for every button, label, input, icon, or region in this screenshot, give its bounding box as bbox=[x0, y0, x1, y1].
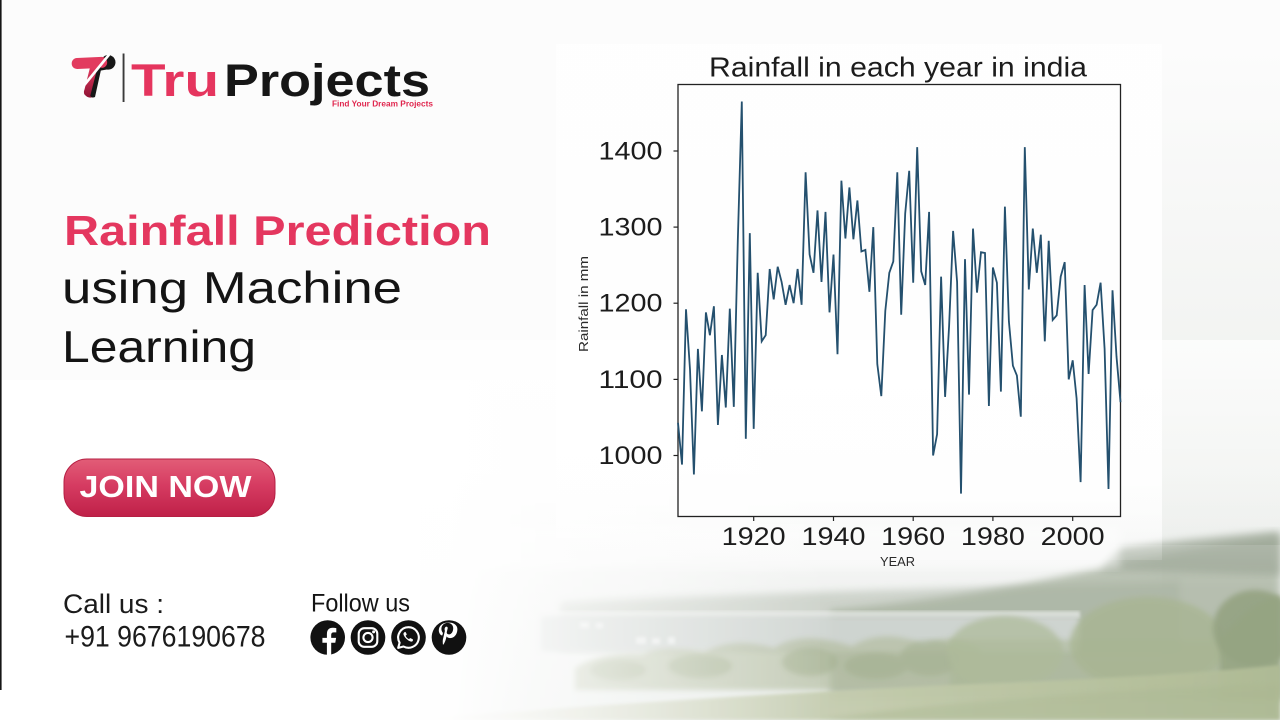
svg-text:1000: 1000 bbox=[599, 442, 663, 470]
svg-text:Call us :: Call us : bbox=[63, 589, 164, 619]
svg-text:YEAR: YEAR bbox=[880, 554, 915, 569]
svg-text:Projects: Projects bbox=[224, 55, 430, 106]
svg-text:Learning: Learning bbox=[62, 323, 256, 372]
svg-text:1200: 1200 bbox=[599, 290, 663, 318]
svg-text:Tru: Tru bbox=[131, 55, 219, 106]
svg-text:Find Your Dream Projects: Find Your Dream Projects bbox=[332, 99, 433, 109]
svg-text:2000: 2000 bbox=[1041, 523, 1105, 551]
svg-text:1300: 1300 bbox=[599, 214, 663, 242]
svg-text:Rainfall in each year in india: Rainfall in each year in india bbox=[709, 52, 1087, 83]
svg-text:Rainfall in mm: Rainfall in mm bbox=[576, 256, 591, 352]
svg-text:1400: 1400 bbox=[599, 138, 663, 166]
svg-text:1980: 1980 bbox=[961, 523, 1025, 551]
svg-text:Rainfall Prediction: Rainfall Prediction bbox=[64, 207, 491, 254]
svg-text:1920: 1920 bbox=[722, 523, 786, 551]
svg-text:using Machine: using Machine bbox=[62, 264, 402, 313]
svg-text:1100: 1100 bbox=[599, 366, 663, 394]
svg-text:1960: 1960 bbox=[881, 523, 945, 551]
svg-text:1940: 1940 bbox=[802, 523, 866, 551]
svg-text:+91 9676190678: +91 9676190678 bbox=[65, 621, 266, 654]
svg-text:Follow us: Follow us bbox=[311, 589, 410, 617]
svg-text:JOIN NOW: JOIN NOW bbox=[80, 469, 253, 504]
